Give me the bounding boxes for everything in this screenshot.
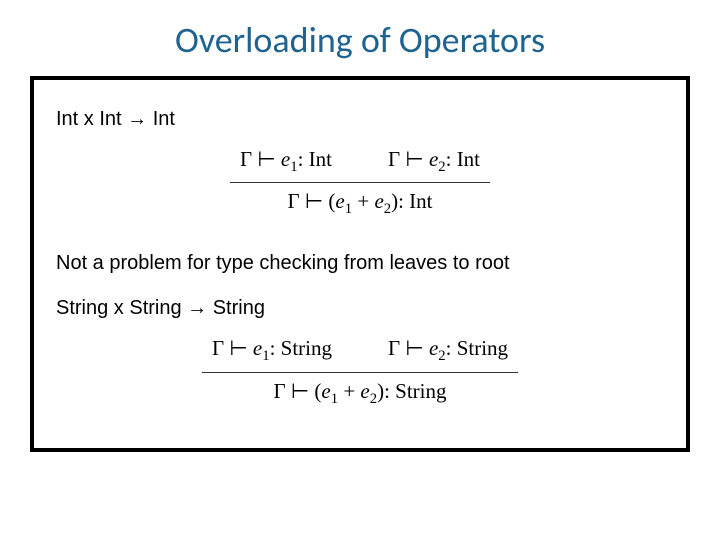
signature-string: String x String → String bbox=[56, 297, 664, 320]
slide-title: Overloading of Operators bbox=[0, 18, 720, 62]
premise-int-left: Γ ⊢ e1: Int bbox=[240, 147, 332, 171]
conclusion-int: Γ ⊢ (e1 + e2): Int bbox=[230, 185, 490, 222]
premises-int: Γ ⊢ e1: Int Γ ⊢ e2: Int bbox=[230, 143, 490, 180]
premise-int-right: Γ ⊢ e2: Int bbox=[388, 147, 480, 171]
premises-string: Γ ⊢ e1: String Γ ⊢ e2: String bbox=[202, 332, 518, 369]
inference-rule-int: Γ ⊢ e1: Int Γ ⊢ e2: Int Γ ⊢ (e1 + e2): In… bbox=[56, 143, 664, 222]
content-box: Int x Int → Int Γ ⊢ e1: Int Γ ⊢ e2: Int Γ… bbox=[30, 76, 690, 452]
conclusion-string: Γ ⊢ (e1 + e2): String bbox=[202, 375, 518, 412]
inference-rule-string: Γ ⊢ e1: String Γ ⊢ e2: String Γ ⊢ (e1 + e… bbox=[56, 332, 664, 411]
note-text: Not a problem for type checking from lea… bbox=[56, 252, 664, 275]
rule-line-string bbox=[202, 372, 518, 373]
premise-string-right: Γ ⊢ e2: String bbox=[388, 336, 508, 360]
rule-inner-string: Γ ⊢ e1: String Γ ⊢ e2: String Γ ⊢ (e1 + e… bbox=[202, 332, 518, 411]
signature-int: Int x Int → Int bbox=[56, 108, 664, 131]
premise-string-left: Γ ⊢ e1: String bbox=[212, 336, 332, 360]
rule-line-int bbox=[230, 182, 490, 183]
rule-inner: Γ ⊢ e1: Int Γ ⊢ e2: Int Γ ⊢ (e1 + e2): In… bbox=[230, 143, 490, 222]
slide: Overloading of Operators Int x Int → Int… bbox=[0, 18, 720, 540]
